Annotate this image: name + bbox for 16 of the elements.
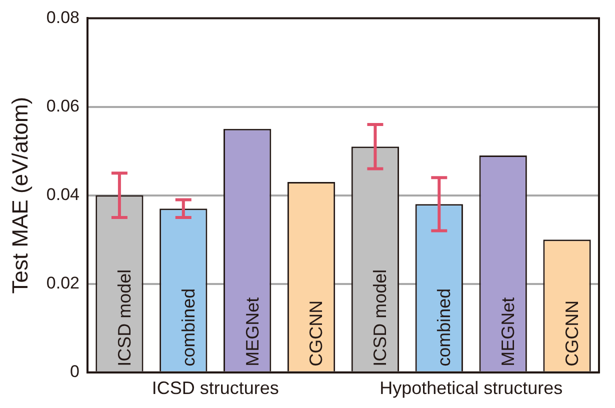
y-tick-label: 0.06 xyxy=(46,96,80,116)
text: MEGNet xyxy=(498,297,518,366)
x-tick-label: Hypothetical structures xyxy=(380,378,563,398)
series-label: CGCNN xyxy=(306,300,326,366)
y-tick-label: 0.04 xyxy=(46,184,80,204)
y-tick-label: 0.08 xyxy=(46,8,80,27)
y-tick-label: 0.02 xyxy=(46,274,80,293)
series-label: MEGNet xyxy=(242,297,262,366)
y-axis-title: Test MAE (eV/atom) xyxy=(7,96,32,294)
text: combined xyxy=(434,288,454,366)
series-label: ICSD model xyxy=(114,269,134,366)
y-tick-label: 0 xyxy=(70,362,80,382)
text: CGCNN xyxy=(562,300,582,366)
series-label: combined xyxy=(178,288,198,366)
text: ICSD model xyxy=(370,269,390,366)
x-tick-label: ICSD structures xyxy=(152,378,279,398)
